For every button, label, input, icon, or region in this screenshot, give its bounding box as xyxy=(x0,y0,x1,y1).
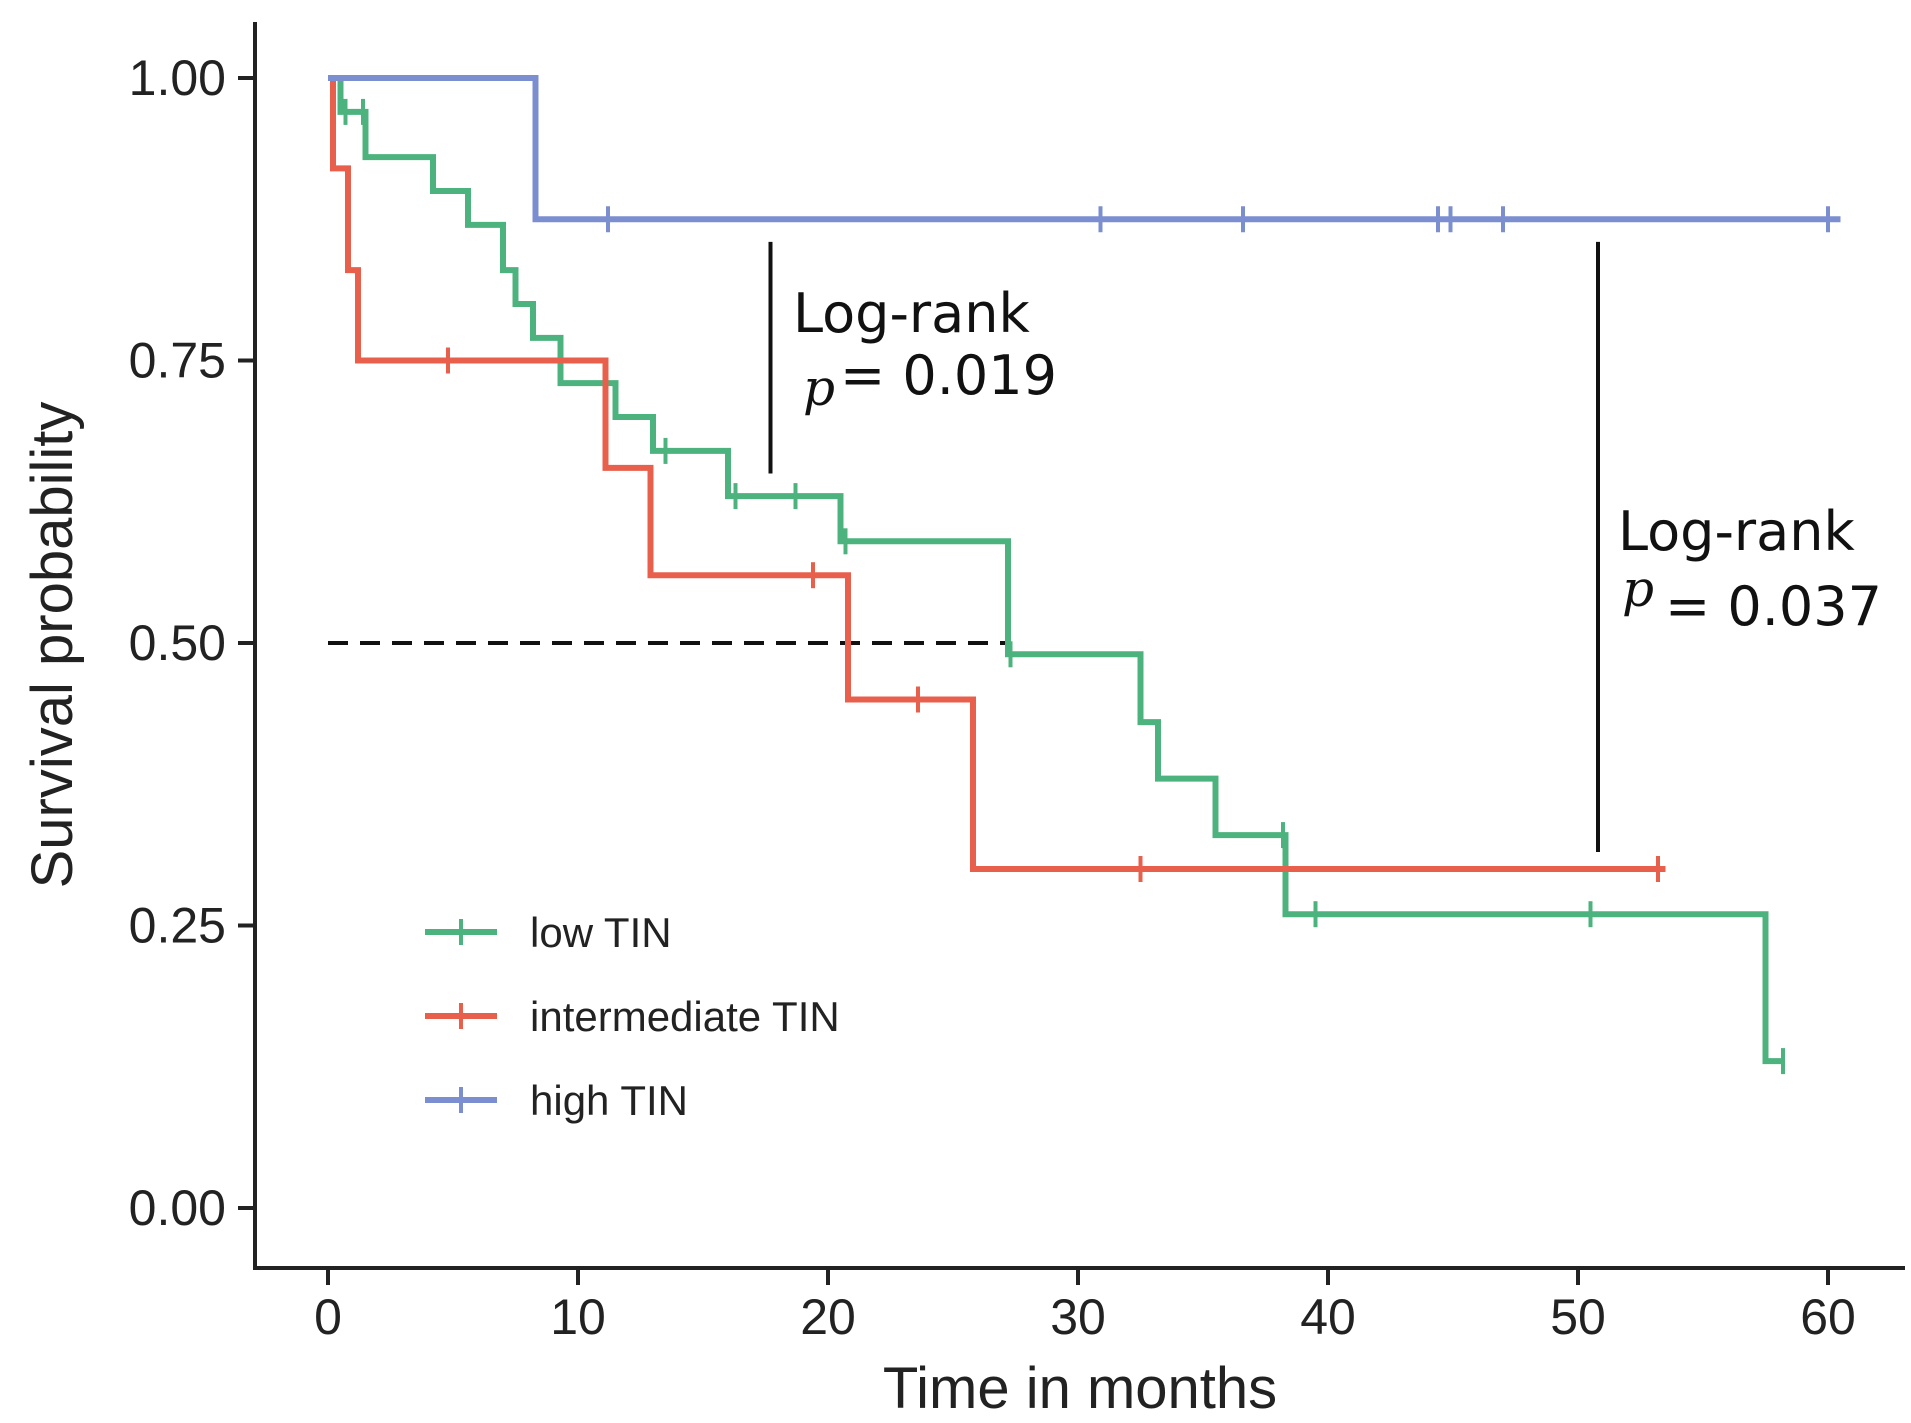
x-tick-label: 30 xyxy=(1050,1289,1106,1345)
series-2 xyxy=(328,75,1841,233)
survival-curve xyxy=(328,75,1783,1065)
legend-label: high TIN xyxy=(530,1077,688,1124)
p-value: = 0.037 xyxy=(1665,575,1882,638)
y-tick-label: 0.50 xyxy=(129,615,226,671)
survival-curve xyxy=(328,75,1666,872)
x-tick-label: 10 xyxy=(550,1289,606,1345)
legend-label: low TIN xyxy=(530,909,672,956)
y-ticks: 0.00 0.25 0.50 0.75 1.00 xyxy=(129,50,255,1236)
y-tick-label: 0.75 xyxy=(129,333,226,389)
survival-curve xyxy=(328,75,1841,223)
series-0 xyxy=(328,75,1785,1075)
x-tick-label: 20 xyxy=(800,1289,856,1345)
p-value: = 0.019 xyxy=(840,344,1057,407)
legend: low TIN intermediate TIN high TIN xyxy=(425,909,840,1124)
log-rank-label: Log-rank xyxy=(793,282,1030,345)
y-tick-label: 0.00 xyxy=(129,1180,226,1236)
series-1 xyxy=(328,75,1666,882)
x-axis-title: Time in months xyxy=(883,1356,1277,1421)
x-tick-label: 50 xyxy=(1550,1289,1606,1345)
y-tick-label: 0.25 xyxy=(129,898,226,954)
p-symbol: p xyxy=(1622,560,1654,618)
p-symbol: p xyxy=(803,359,835,417)
y-axis-title: Survival probability xyxy=(20,402,85,889)
legend-label: intermediate TIN xyxy=(530,993,840,1040)
log-rank-label: Log-rank xyxy=(1618,500,1855,563)
y-tick-label: 1.00 xyxy=(129,50,226,106)
x-tick-label: 40 xyxy=(1300,1289,1356,1345)
x-tick-label: 60 xyxy=(1800,1289,1856,1345)
x-tick-label: 0 xyxy=(314,1289,342,1345)
series-layer xyxy=(328,75,1841,1075)
x-ticks: 0 10 20 30 40 50 60 xyxy=(314,1268,1856,1345)
